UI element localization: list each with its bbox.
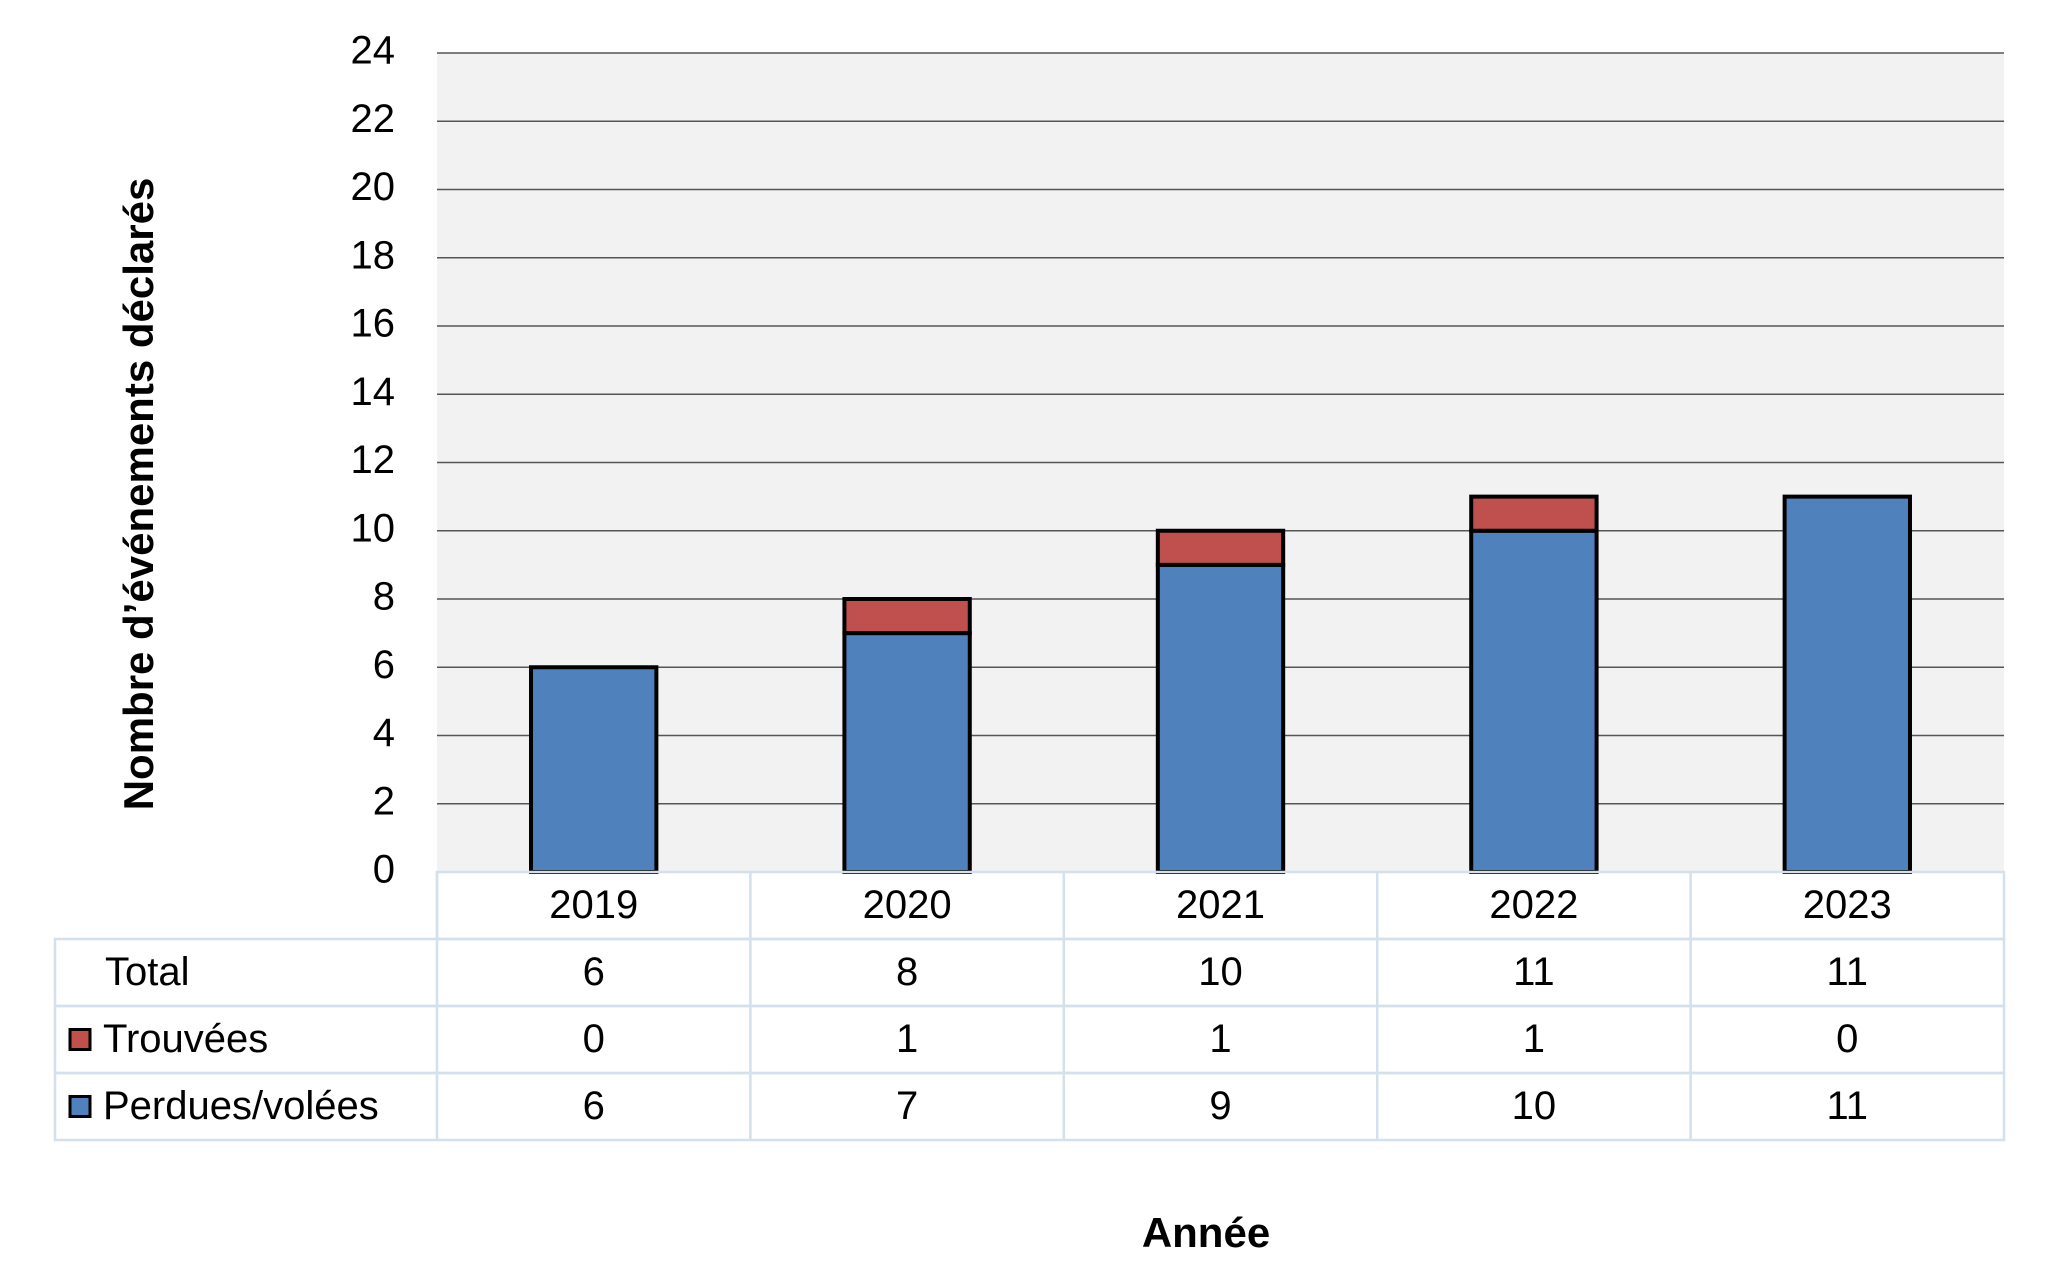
table-value: 1 (1209, 1017, 1231, 1061)
table-row-border (53, 937, 2006, 1008)
bar-segment (1155, 528, 1286, 567)
table-value: 8 (896, 950, 918, 994)
table-value: 7 (896, 1084, 918, 1128)
table-row-border (53, 1004, 2006, 1075)
y-tick-label: 18 (351, 233, 396, 277)
bar-segment (1469, 528, 1599, 874)
bar-segment (842, 597, 972, 636)
table-row-label: Perdues/volées (103, 1084, 379, 1128)
y-tick-label: 10 (351, 506, 396, 550)
x-axis-label: Année (1142, 1209, 1270, 1256)
bar-segment (529, 665, 659, 874)
x-tick-label: 2023 (1803, 883, 1892, 927)
table-row-label: Total (105, 950, 190, 994)
y-tick-label: 0 (373, 848, 395, 892)
y-tick-label: 14 (351, 370, 396, 414)
y-tick-label: 4 (373, 711, 395, 755)
y-tick-label: 22 (351, 97, 396, 141)
table-value: 11 (1513, 950, 1555, 994)
table-value: 1 (896, 1017, 918, 1061)
y-tick-label: 20 (351, 165, 396, 209)
bar-segment (1155, 562, 1286, 874)
table-value: 11 (1827, 1084, 1869, 1128)
table-value: 10 (1198, 950, 1243, 994)
legend-swatch (68, 1095, 92, 1118)
table-row-border (53, 1071, 2006, 1142)
table-value: 6 (583, 950, 605, 994)
y-tick-label: 12 (351, 438, 396, 482)
x-tick-label: 2021 (1176, 883, 1265, 927)
x-tick-label: 2020 (863, 883, 952, 927)
y-tick-label: 6 (373, 643, 395, 687)
bar-segment (842, 631, 972, 874)
y-tick-label: 16 (351, 302, 396, 346)
legend-swatch (68, 1028, 92, 1051)
table-value: 11 (1827, 950, 1869, 994)
bar-segment (1469, 494, 1599, 533)
x-tick-label: 2019 (549, 883, 638, 927)
table-value: 9 (1209, 1084, 1231, 1128)
y-tick-label: 2 (373, 779, 395, 823)
table-value: 6 (583, 1084, 605, 1128)
table-value: 0 (1836, 1017, 1858, 1061)
y-tick-label: 24 (351, 29, 396, 73)
table-value: 1 (1523, 1017, 1545, 1061)
x-tick-label: 2022 (1489, 883, 1578, 927)
table-value: 10 (1512, 1084, 1557, 1128)
y-axis-label: Nombre d’événements déclarés (115, 178, 162, 811)
table-value: 0 (583, 1017, 605, 1061)
bar-segment (1782, 494, 1912, 874)
y-tick-label: 8 (373, 575, 395, 619)
table-row-label: Trouvées (103, 1017, 268, 1061)
